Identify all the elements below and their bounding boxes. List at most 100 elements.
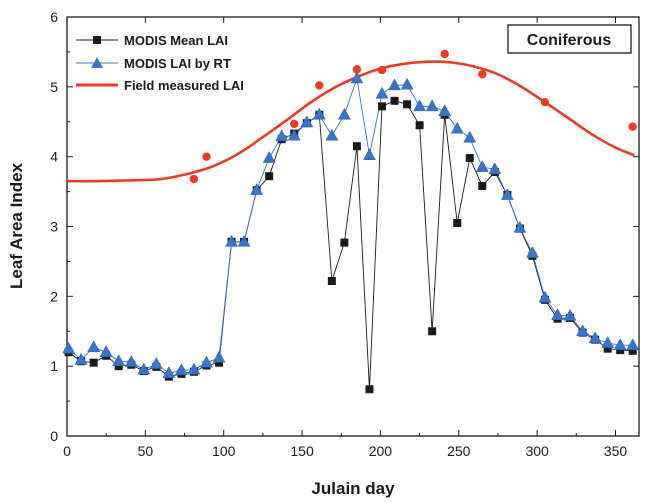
- rt-lai-point: [174, 363, 188, 376]
- mean-lai-point: [428, 327, 437, 336]
- legend-label-field: Field measured LAI: [124, 78, 244, 93]
- mean-lai-point: [616, 346, 625, 355]
- rt-lai-point: [601, 336, 615, 348]
- x-tick-label: 200: [369, 443, 393, 459]
- rt-lai-point: [300, 115, 314, 128]
- mean-lai-point: [352, 142, 361, 151]
- rt-lai-point: [262, 151, 276, 163]
- mean-lai-point: [403, 100, 412, 109]
- rt-lai-point: [200, 355, 213, 368]
- mean-lai-line: [68, 100, 633, 390]
- mean-lai-point: [603, 344, 612, 353]
- field-lai-point: [377, 65, 387, 75]
- mean-lai-point: [89, 358, 98, 367]
- x-tick-label: 100: [212, 443, 236, 459]
- y-tick-label: 0: [50, 428, 58, 444]
- axes-group: 0 50 100 150 200 250 300 350 0 1 2 3 4 5 6: [50, 9, 639, 459]
- mean-lai-point: [377, 102, 386, 111]
- rt-lai-point: [463, 130, 477, 143]
- legend-item-mean: MODIS Mean LAI: [76, 33, 228, 48]
- mean-lai-point: [114, 362, 123, 371]
- x-tick-label: 0: [63, 443, 71, 459]
- rt-lai-point: [149, 357, 163, 369]
- rt-lai-point: [250, 183, 264, 195]
- field-lai-point: [440, 49, 449, 59]
- rt-lai-point: [225, 234, 238, 247]
- rt-lai-point: [325, 128, 339, 141]
- rt-lai-point: [74, 352, 88, 365]
- legend-triangle-marker: [91, 57, 103, 68]
- rt-lai-point: [475, 160, 489, 172]
- rt-lai-point: [425, 99, 439, 112]
- rt-lai-point: [363, 148, 376, 161]
- legend-label-rt: MODIS LAI by RT: [124, 56, 231, 71]
- x-tick-label: 300: [525, 443, 549, 459]
- field-lai-point: [540, 97, 550, 107]
- y-tick-label: 3: [50, 219, 58, 235]
- y-tick-label: 6: [50, 9, 58, 25]
- rt-lai-point: [137, 362, 151, 375]
- rt-lai-point: [500, 188, 514, 200]
- mean-lai-point: [265, 172, 274, 181]
- x-tick-label: 350: [604, 443, 628, 459]
- mean-lai-point: [415, 121, 424, 130]
- rt-lai-point: [337, 107, 351, 120]
- rt-lai-point: [563, 308, 577, 321]
- y-tick-label: 2: [50, 288, 58, 304]
- rt-lai-point: [124, 354, 138, 367]
- field-lai-point: [290, 119, 299, 129]
- y-tick-label: 4: [50, 149, 58, 165]
- field-lai-point: [628, 122, 637, 131]
- panel-label-box: Coniferous: [507, 24, 632, 54]
- rt-lai-point: [87, 340, 101, 353]
- rt-lai-point: [551, 308, 564, 320]
- x-tick-label: 50: [138, 443, 154, 459]
- rt-lai-point: [350, 71, 364, 84]
- rt-lai-point: [62, 341, 75, 354]
- rt-lai-point: [613, 338, 627, 350]
- x-tick-label: 250: [447, 443, 471, 459]
- mean-lai-point: [327, 276, 336, 285]
- rt-lai-point: [112, 354, 126, 367]
- mean-lai-point: [465, 154, 474, 163]
- rt-lai-point: [99, 345, 113, 357]
- rt-lai-point: [538, 290, 552, 303]
- rt-lai-point: [212, 350, 226, 363]
- rt-lai-point: [488, 162, 502, 174]
- legend-label-mean: MODIS Mean LAI: [124, 33, 228, 48]
- series-layer: [62, 49, 640, 394]
- y-tick-label: 1: [50, 358, 58, 374]
- legend-item-rt: MODIS LAI by RT: [76, 56, 231, 71]
- field-lai-point: [315, 81, 324, 90]
- mean-lai-point: [215, 358, 224, 367]
- rt-lai-point: [162, 366, 176, 378]
- x-axis-title: Julain day: [311, 479, 395, 498]
- field-lai-point: [352, 65, 362, 74]
- rt-lai-point: [576, 324, 590, 336]
- x-tick-label: 150: [290, 443, 314, 459]
- field-lai-point: [189, 174, 199, 184]
- field-lai-point: [478, 70, 487, 79]
- mean-lai-point: [628, 346, 637, 355]
- panel-label: Coniferous: [527, 32, 612, 49]
- rt-lai-point: [187, 362, 201, 375]
- mean-lai-point: [478, 181, 487, 190]
- rt-lai-point: [450, 121, 464, 134]
- y-axis-title: Leaf Area Index: [7, 162, 26, 289]
- legend: MODIS Mean LAI MODIS LAI by RT Field mea…: [76, 33, 244, 93]
- rt-lai-line: [68, 78, 633, 374]
- rt-lai-point: [375, 86, 389, 99]
- legend-item-field: Field measured LAI: [76, 78, 244, 93]
- rt-lai-point: [400, 77, 414, 90]
- mean-lai-point: [390, 96, 399, 105]
- rt-lai-point: [513, 220, 527, 233]
- rt-lai-point: [287, 128, 301, 141]
- rt-lai-point: [312, 107, 326, 120]
- rt-lai-point: [526, 246, 539, 258]
- rt-lai-point: [275, 129, 289, 142]
- mean-lai-point: [453, 219, 462, 228]
- rt-lai-point: [626, 338, 640, 350]
- rt-lai-point: [438, 104, 452, 117]
- rt-lai-point: [588, 331, 602, 343]
